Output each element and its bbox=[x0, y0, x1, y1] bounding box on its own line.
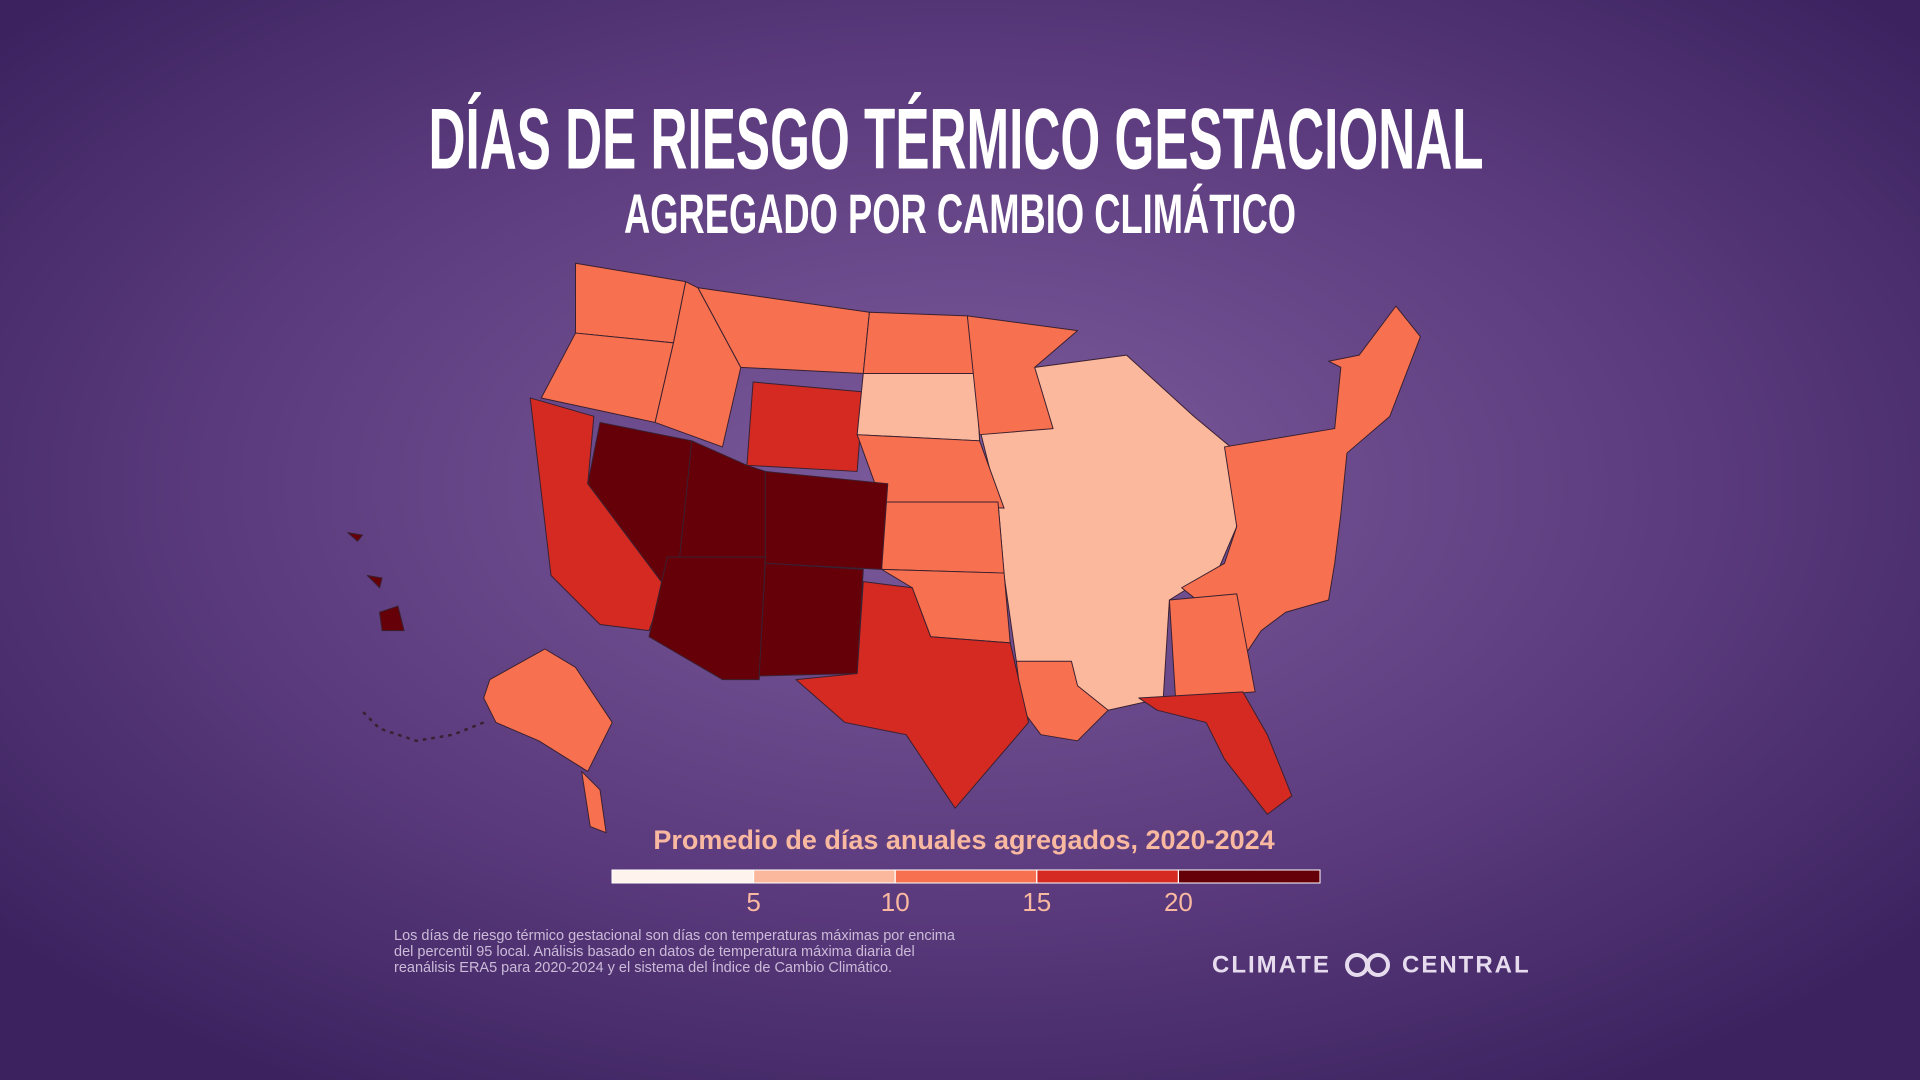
region bbox=[648, 556, 766, 681]
title: DÍAS DE RIESGO TÉRMICO GESTACIONAL bbox=[429, 92, 1484, 188]
region bbox=[746, 381, 864, 472]
region bbox=[795, 581, 1030, 809]
region bbox=[764, 470, 889, 570]
legend-tick-label: 5 bbox=[746, 887, 760, 917]
map bbox=[347, 262, 1421, 834]
region bbox=[862, 311, 977, 374]
footnote-line: Los días de riesgo térmico gestacional s… bbox=[394, 928, 956, 944]
region bbox=[856, 372, 981, 442]
region bbox=[483, 648, 613, 772]
legend-swatch bbox=[611, 869, 755, 884]
legend-swatch bbox=[753, 869, 896, 884]
legend-swatch bbox=[1177, 869, 1321, 884]
legend-tick-label: 15 bbox=[1022, 887, 1051, 917]
region bbox=[881, 501, 1005, 574]
legend-tick-label: 20 bbox=[1164, 887, 1193, 917]
region bbox=[758, 562, 864, 677]
region bbox=[966, 315, 1079, 436]
region bbox=[366, 575, 383, 589]
region bbox=[1138, 691, 1293, 815]
legend-title: Promedio de días anuales agregados, 2020… bbox=[653, 825, 1274, 855]
region bbox=[979, 354, 1238, 711]
region bbox=[581, 770, 607, 834]
legend-swatch bbox=[894, 869, 1038, 884]
subtitle: AGREGADO POR CAMBIO CLIMÁTICO bbox=[624, 182, 1296, 245]
region bbox=[856, 434, 1005, 509]
legend-tick-label: 10 bbox=[881, 887, 910, 917]
legend-swatch bbox=[1036, 869, 1179, 884]
region bbox=[379, 605, 405, 632]
footnote-line: del percentil 95 local. Análisis basado … bbox=[394, 944, 915, 960]
region bbox=[1168, 593, 1256, 699]
brand-logo bbox=[1366, 953, 1390, 977]
region bbox=[347, 532, 363, 542]
legend: 5 10 15 20 bbox=[611, 869, 1321, 917]
island-chain bbox=[360, 709, 485, 743]
region bbox=[1181, 305, 1421, 668]
brand-text: CENTRAL bbox=[1402, 951, 1531, 978]
brand-text: CLIMATE bbox=[1212, 951, 1331, 978]
footnote-line: reanálisis ERA5 para 2020-2024 y el sist… bbox=[394, 959, 892, 976]
